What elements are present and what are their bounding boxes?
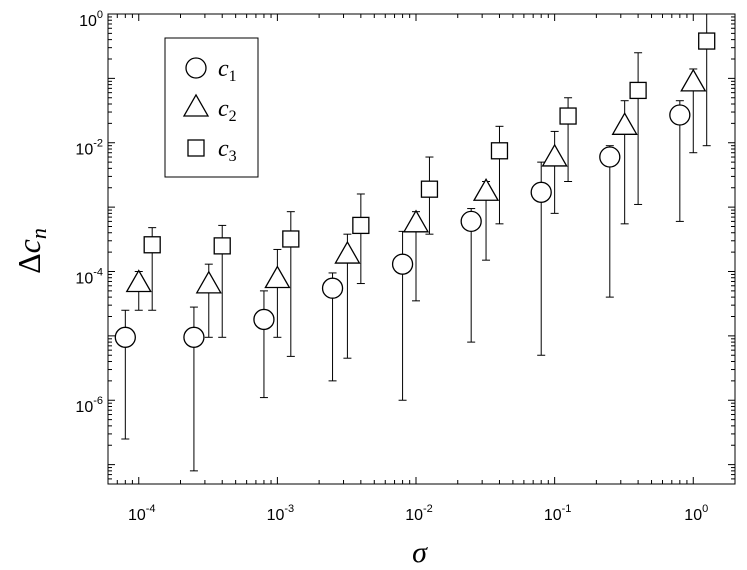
legend-triangle-marker bbox=[182, 93, 210, 117]
series-3-square-marker bbox=[698, 32, 716, 50]
series-2-triangle-marker bbox=[472, 177, 500, 201]
series-3-square-marker bbox=[629, 81, 647, 100]
legend-circle-marker bbox=[185, 57, 207, 79]
series-1-circle-marker bbox=[669, 104, 691, 126]
series-2-triangle-marker bbox=[264, 265, 291, 289]
series-3-square-marker bbox=[559, 107, 577, 125]
series-1-circle-marker bbox=[183, 326, 205, 348]
axes: 10-4 10-3 10-2 10-1 100 10-6 10-4 10-2 100 bbox=[75, 9, 736, 524]
legend-label: c1 bbox=[218, 56, 237, 85]
series-1-circle-marker bbox=[321, 277, 344, 299]
x-tick-label: 10-1 bbox=[544, 503, 572, 524]
series-2-triangle-marker bbox=[680, 68, 707, 92]
series-1-circle-marker bbox=[460, 210, 482, 233]
y-tick-label: 10-4 bbox=[75, 266, 103, 287]
y-tick-label: 100 bbox=[79, 9, 103, 30]
y-axis-label: Δcn bbox=[11, 228, 51, 274]
series-3-square-marker bbox=[282, 230, 300, 248]
legend-item: c1 bbox=[185, 56, 237, 85]
series-2-triangle-marker bbox=[402, 209, 430, 233]
series-2-triangle-marker bbox=[611, 111, 638, 135]
legend: c1 c2 c3 bbox=[164, 37, 259, 178]
x-axis-label: σ bbox=[412, 536, 428, 569]
x-tick-label: 100 bbox=[684, 503, 708, 524]
legend-box bbox=[164, 37, 259, 178]
x-tick-label: 10-2 bbox=[405, 503, 433, 524]
series-2-triangle-marker bbox=[334, 240, 361, 264]
series-1-circle-marker bbox=[599, 146, 621, 168]
series-2-triangle-marker bbox=[195, 270, 222, 294]
series-3-square-marker bbox=[213, 237, 231, 255]
legend-square-marker bbox=[187, 139, 205, 157]
x-tick-label: 10-4 bbox=[128, 503, 156, 524]
plot-frame bbox=[107, 13, 736, 485]
series-1-circle-marker bbox=[114, 326, 136, 348]
series-3-square-marker bbox=[490, 142, 509, 160]
y-tick-label: 10-6 bbox=[75, 395, 103, 416]
legend-item: c2 bbox=[182, 93, 237, 125]
series-2-triangle-marker bbox=[541, 143, 568, 167]
markers bbox=[114, 32, 716, 348]
legend-label: c3 bbox=[218, 136, 237, 165]
series-1-circle-marker bbox=[391, 253, 414, 275]
axis-labels: σ Δcn bbox=[11, 228, 428, 569]
series-3-square-marker bbox=[420, 180, 439, 198]
series-1-circle-marker bbox=[253, 308, 275, 331]
series-1-circle-marker bbox=[530, 181, 552, 203]
y-tick-label: 10-2 bbox=[75, 138, 103, 159]
legend-item: c3 bbox=[187, 136, 237, 165]
legend-label: c2 bbox=[218, 96, 237, 125]
series-3-square-marker bbox=[143, 236, 161, 254]
series-3-square-marker bbox=[352, 216, 370, 235]
series-2-triangle-marker bbox=[125, 269, 152, 293]
x-tick-label: 10-3 bbox=[267, 503, 295, 524]
